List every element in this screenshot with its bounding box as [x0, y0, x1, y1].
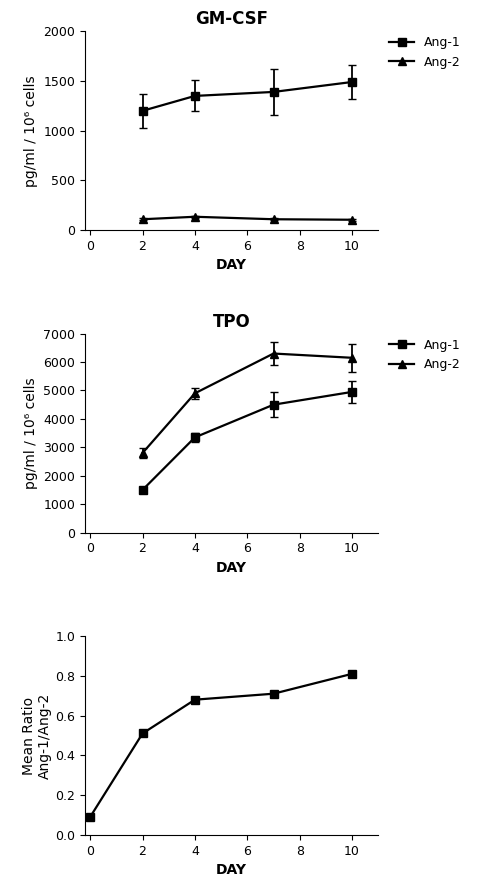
Title: GM-CSF: GM-CSF — [195, 11, 268, 29]
Line: Ang-1: Ang-1 — [138, 388, 356, 494]
Y-axis label: pg/ml / 10⁶ cells: pg/ml / 10⁶ cells — [24, 75, 38, 187]
X-axis label: DAY: DAY — [216, 864, 246, 877]
Ang-1 — [192, 90, 197, 101]
Ang-1 — [192, 432, 197, 443]
X-axis label: DAY: DAY — [216, 561, 246, 575]
Ang-2 — [139, 447, 145, 458]
Ang-2 — [270, 214, 276, 225]
Ang-1 — [270, 399, 276, 410]
Ang-2 — [348, 353, 354, 363]
Ang-2 — [192, 212, 197, 222]
Legend: Ang-1, Ang-2: Ang-1, Ang-2 — [383, 334, 465, 376]
Y-axis label: pg/ml / 10⁶ cells: pg/ml / 10⁶ cells — [24, 377, 38, 489]
Y-axis label: Mean Ratio
Ang-1/Ang-2: Mean Ratio Ang-1/Ang-2 — [22, 692, 52, 779]
Title: TPO: TPO — [212, 313, 250, 330]
Ang-1 — [270, 87, 276, 97]
Ang-2 — [270, 348, 276, 359]
Ang-1 — [139, 105, 145, 116]
Ang-1 — [139, 485, 145, 496]
Ang-2 — [192, 388, 197, 398]
Ang-2 — [348, 214, 354, 225]
Legend: Ang-1, Ang-2: Ang-1, Ang-2 — [383, 31, 465, 73]
Ang-2 — [139, 214, 145, 225]
Line: Ang-2: Ang-2 — [138, 349, 356, 457]
Ang-1 — [348, 387, 354, 397]
X-axis label: DAY: DAY — [216, 258, 246, 272]
Ang-1 — [348, 77, 354, 88]
Line: Ang-1: Ang-1 — [138, 78, 356, 115]
Line: Ang-2: Ang-2 — [138, 213, 356, 224]
